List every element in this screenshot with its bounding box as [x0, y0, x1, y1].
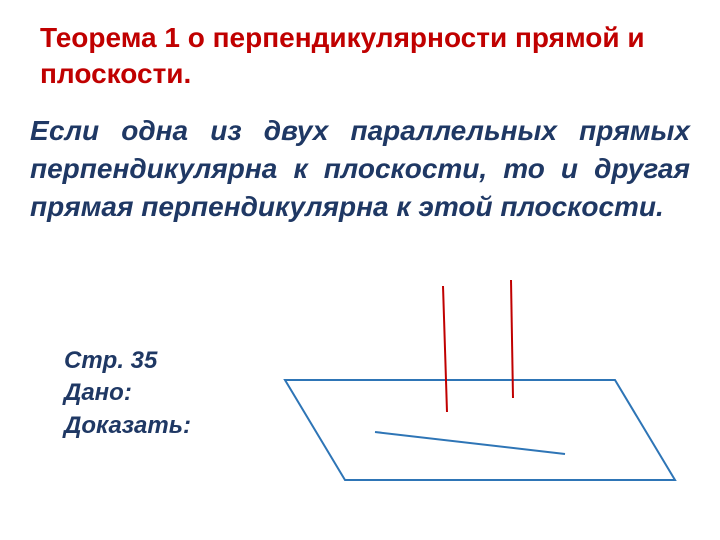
- page-reference: Стр. 35Дано:Доказать:: [64, 345, 234, 442]
- title-text: Теорема 1 о перпендикулярности прямой и …: [40, 22, 645, 89]
- body-text: Если одна из двух параллельных прямых пе…: [30, 115, 690, 222]
- geometry-diagram: [265, 280, 685, 500]
- in-plane-line: [375, 432, 565, 454]
- theorem-statement: Если одна из двух параллельных прямых пе…: [30, 112, 690, 225]
- perpendicular-line-1: [443, 286, 447, 412]
- plane-shape: [285, 380, 675, 480]
- theorem-title: Теорема 1 о перпендикулярности прямой и …: [40, 20, 680, 93]
- aside-text: Стр. 35Дано:Доказать:: [64, 347, 191, 439]
